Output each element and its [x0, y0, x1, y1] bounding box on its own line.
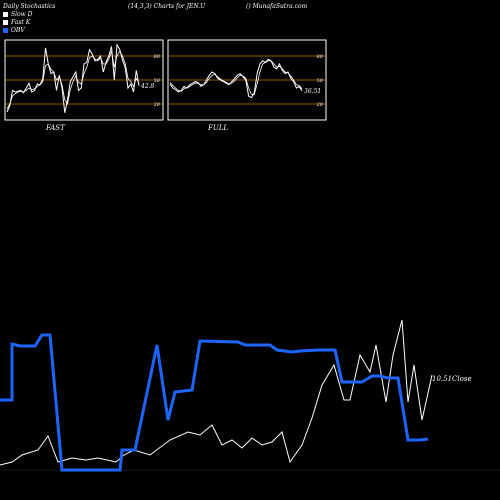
chart-params: (14,3,3) Charts for JEN.U — [128, 3, 206, 10]
chart-title: Daily Stochastics — [3, 3, 56, 10]
legend-label: Slow D — [11, 11, 33, 18]
full-value-label: 36.51 — [304, 88, 321, 95]
site-name: () MunafaSutra.com — [246, 3, 308, 10]
legend-item-fast-k: Fast K — [3, 19, 30, 26]
legend-label: OBV — [11, 27, 25, 34]
fast-tick-label: 80 — [154, 54, 161, 60]
legend-label: Fast K — [11, 19, 31, 26]
legend-item-obv: OBV — [3, 27, 25, 34]
legend-swatch — [3, 20, 8, 25]
close-value-label: 10.51Close — [432, 375, 472, 383]
full-panel-label: FULL — [208, 124, 229, 132]
full-series-0 — [169, 58, 303, 99]
fast-tick-label: 20 — [153, 102, 161, 108]
legend-swatch — [3, 12, 8, 17]
fast-value-label: 42.8 — [140, 83, 155, 90]
obv-line — [0, 333, 429, 472]
full-tick-label: 20 — [316, 102, 324, 108]
full-tick-label: 80 — [317, 54, 324, 60]
full-tick-label: 50 — [317, 78, 324, 84]
full-series-1 — [169, 60, 303, 95]
fast-panel-label: FAST — [46, 124, 65, 132]
legend-item-slow-d: Slow D — [3, 11, 33, 18]
legend-swatch — [3, 28, 8, 33]
fast-series-0 — [6, 43, 140, 113]
fast-tick-label: 50 — [154, 78, 161, 84]
close-price-line — [0, 319, 433, 466]
fast-series-1 — [6, 50, 140, 110]
